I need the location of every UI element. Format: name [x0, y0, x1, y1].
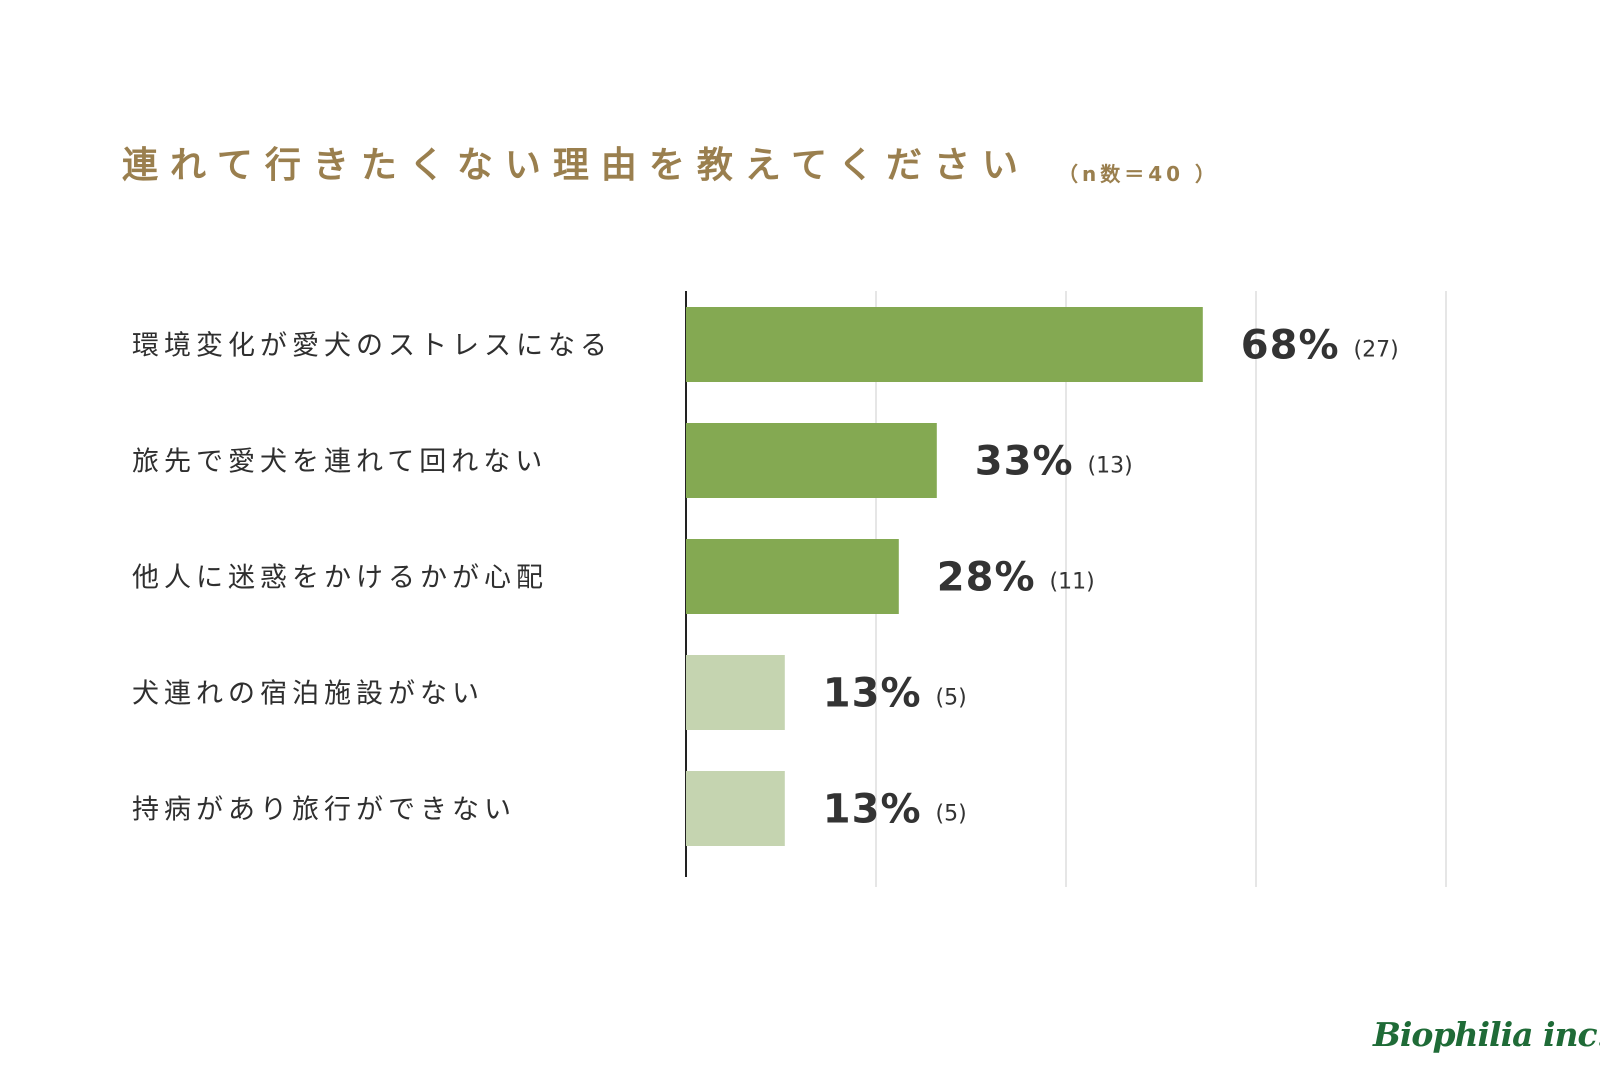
category-label: 他人に迷惑をかけるかが心配 [132, 563, 548, 594]
value-label: 68% [1241, 323, 1340, 369]
category-label: 犬連れの宿泊施設がない [132, 679, 484, 710]
value-label: 33% [975, 439, 1074, 485]
value-label: 13% [823, 671, 922, 717]
bar [686, 771, 785, 846]
bar [686, 539, 899, 614]
brand-logo: Biophilia inc. [1373, 1015, 1600, 1054]
count-label: (27) [1354, 338, 1399, 363]
count-label: (5) [936, 686, 967, 711]
category-label: 旅先で愛犬を連れて回れない [132, 447, 547, 478]
value-label: 28% [937, 555, 1036, 601]
chart-subtitle: （n数＝40 ） [1058, 162, 1220, 186]
value-label: 13% [823, 787, 922, 833]
chart-title: 連れて行きたくない理由を教えてください [122, 145, 1031, 186]
category-label: 持病があり旅行ができない [132, 795, 516, 826]
category-label: 環境変化が愛犬のストレスになる [132, 331, 612, 362]
count-label: (11) [1050, 570, 1095, 595]
bar [686, 655, 785, 730]
bar [686, 307, 1203, 382]
count-label: (5) [936, 802, 967, 827]
count-label: (13) [1088, 454, 1133, 479]
bar [686, 423, 937, 498]
